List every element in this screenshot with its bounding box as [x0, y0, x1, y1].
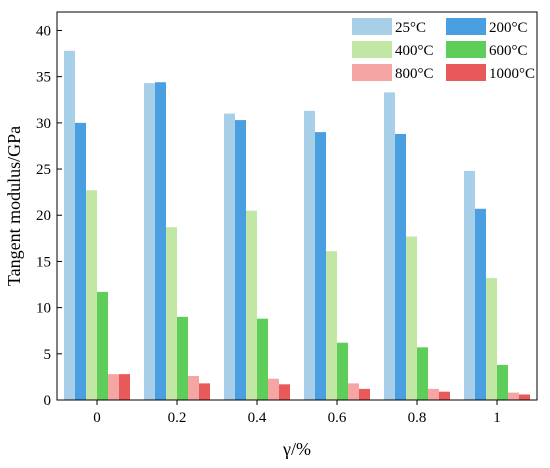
bar-0-600°C: [97, 291, 108, 400]
legend-label-400°C: 400°C: [395, 43, 434, 59]
y-tick-label: 40: [36, 23, 51, 39]
legend-swatch-1000°C: [446, 64, 486, 81]
bars-layer: [64, 50, 530, 401]
x-tick-label: 0.2: [168, 410, 187, 426]
legend-label-600°C: 600°C: [489, 43, 528, 59]
y-tick-label: 35: [36, 70, 51, 86]
bar-0-800°C: [108, 374, 119, 400]
bar-0.2-200°C: [155, 82, 166, 401]
bar-0-1000°C: [119, 374, 130, 400]
legend-swatch-25°C: [352, 18, 392, 35]
bar-0.4-25°C: [224, 113, 235, 401]
legend-swatch-600°C: [446, 41, 486, 58]
bar-1-25°C: [464, 170, 475, 400]
legend-label-1000°C: 1000°C: [489, 66, 535, 82]
bar-0-400°C: [86, 190, 97, 400]
bar-0.6-600°C: [337, 342, 348, 400]
bar-1-800°C: [508, 392, 519, 400]
bar-1-1000°C: [519, 394, 530, 400]
bar-1-400°C: [486, 278, 497, 400]
y-tick-label: 15: [36, 254, 51, 270]
bar-0.2-1000°C: [199, 383, 210, 400]
x-tick-label: 0.8: [408, 410, 427, 426]
x-tick-label: 0.6: [328, 410, 347, 426]
bar-0.8-1000°C: [439, 391, 450, 400]
legend-label-200°C: 200°C: [489, 20, 528, 36]
bar-0.8-400°C: [406, 236, 417, 400]
bar-0.4-200°C: [235, 120, 246, 400]
y-tick-label: 0: [44, 393, 52, 409]
y-tick-label: 30: [36, 116, 51, 132]
bar-0.2-800°C: [188, 375, 199, 400]
bar-0.6-400°C: [326, 251, 337, 400]
y-tick-label: 5: [44, 347, 52, 363]
bar-0.2-600°C: [177, 316, 188, 400]
x-axis-title: γ/%: [282, 439, 311, 459]
bar-0.8-200°C: [395, 133, 406, 400]
y-axis-ticks: 0 5 10 15 20 25 30 35 40: [36, 23, 62, 409]
y-axis-title: Tangent modulus/GPa: [4, 126, 24, 286]
bar-0.6-200°C: [315, 132, 326, 400]
bar-0.2-400°C: [166, 227, 177, 400]
bar-1-600°C: [497, 364, 508, 400]
bar-0.2-25°C: [144, 83, 155, 400]
bar-0.6-25°C: [304, 110, 315, 400]
bar-1-200°C: [475, 208, 486, 400]
x-tick-label: 0.4: [248, 410, 267, 426]
y-tick-label: 20: [36, 208, 51, 224]
bar-0.8-600°C: [417, 347, 428, 400]
bar-0.4-400°C: [246, 210, 257, 400]
bar-0.4-600°C: [257, 318, 268, 400]
legend-label-800°C: 800°C: [395, 66, 434, 82]
legend-swatch-400°C: [352, 41, 392, 58]
legend-label-25°C: 25°C: [395, 20, 426, 36]
x-tick-label: 0: [93, 410, 101, 426]
x-tick-label: 1: [493, 410, 501, 426]
bar-0.6-800°C: [348, 383, 359, 400]
y-tick-label: 10: [36, 301, 51, 317]
bar-0.8-800°C: [428, 388, 439, 400]
y-tick-label: 25: [36, 162, 51, 178]
legend-swatch-200°C: [446, 18, 486, 35]
legend: 25°C 200°C 400°C 600°C 800°C 1000°C: [352, 18, 535, 82]
bar-0.6-1000°C: [359, 388, 370, 400]
plot-frame: [56, 11, 538, 401]
bar-0.8-25°C: [384, 92, 395, 401]
bar-0.4-1000°C: [279, 384, 290, 400]
bar-0-25°C: [64, 50, 75, 401]
x-axis-ticks: 0 0.2 0.4 0.6 0.8 1: [93, 400, 501, 426]
legend-swatch-800°C: [352, 64, 392, 81]
bar-0.4-800°C: [268, 378, 279, 400]
bar-0-200°C: [75, 122, 86, 401]
